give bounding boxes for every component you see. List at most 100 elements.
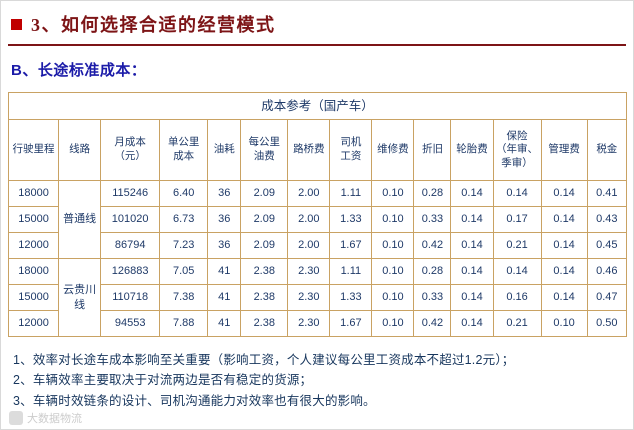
value-cell: 94553 <box>100 310 161 337</box>
value-cell: 2.09 <box>240 232 289 259</box>
note-line: 2、车辆效率主要取决于对流两边是否有稳定的货源； <box>13 373 313 388</box>
note-line: 3、车辆时效链条的设计、司机沟通能力对效率也有很大的影响。 <box>13 393 376 408</box>
column-header: 管理费 <box>540 119 588 181</box>
value-cell: 0.47 <box>586 284 628 311</box>
watermark-logo-icon <box>9 411 23 425</box>
value-cell: 1.11 <box>329 258 373 285</box>
column-header: 维修费 <box>371 119 415 181</box>
value-cell: 0.14 <box>492 180 542 207</box>
value-cell: 0.10 <box>371 258 415 285</box>
value-cell: 7.23 <box>159 232 209 259</box>
value-cell: 1.11 <box>329 180 373 207</box>
value-cell: 41 <box>207 310 242 337</box>
header-row: 行驶里程 线路 月成本 （元） 单公里 成本 油耗 每公里 油费 路桥费 司机 工资 维修费 折旧… <box>7 119 628 181</box>
column-header: 司机 工资 <box>329 119 373 181</box>
watermark-text: 大数据物流 <box>27 413 82 425</box>
value-cell: 0.41 <box>586 180 628 207</box>
table-row: 12000 86794 7.23 36 2.09 2.00 1.67 0.10 0.42 0.14… <box>7 232 628 259</box>
value-cell: 2.09 <box>240 180 289 207</box>
value-cell: 0.10 <box>371 206 415 233</box>
value-cell: 0.14 <box>540 258 588 285</box>
value-cell: 0.46 <box>586 258 628 285</box>
value-cell: 0.28 <box>413 258 452 285</box>
mileage-cell: 15000 <box>7 284 60 311</box>
column-header: 单公里 成本 <box>159 119 209 181</box>
value-cell: 0.10 <box>540 310 588 337</box>
value-cell: 0.14 <box>540 232 588 259</box>
value-cell: 0.14 <box>450 232 494 259</box>
value-cell: 0.10 <box>371 232 415 259</box>
value-cell: 0.42 <box>413 232 452 259</box>
value-cell: 1.33 <box>329 284 373 311</box>
table-row: 15000 101020 6.73 36 2.09 2.00 1.33 0.10 0.33 0.1… <box>7 206 628 233</box>
value-cell: 7.05 <box>159 258 209 285</box>
table-row: 12000 94553 7.88 41 2.38 2.30 1.67 0.10 0.42 0.14… <box>7 310 628 337</box>
column-header: 线路 <box>58 119 102 181</box>
value-cell: 0.33 <box>413 284 452 311</box>
watermark: 大数据物流 <box>9 410 82 426</box>
value-cell: 36 <box>207 180 242 207</box>
column-header: 每公里 油费 <box>240 119 289 181</box>
value-cell: 0.14 <box>450 180 494 207</box>
notes: 1、效率对长途车成本影响至关重要（影响工资，个人建议每公里工资成本不超过1.2元… <box>13 350 626 411</box>
value-cell: 0.42 <box>413 310 452 337</box>
mileage-cell: 12000 <box>7 232 60 259</box>
value-cell: 0.10 <box>371 180 415 207</box>
page-title: 3、如何选择合适的经营模式 <box>31 15 276 35</box>
value-cell: 1.67 <box>329 310 373 337</box>
table-body: 18000 普通线 115246 6.40 36 2.09 2.00 1.11 0.10 0.28… <box>7 180 628 337</box>
column-header: 月成本 （元） <box>100 119 161 181</box>
value-cell: 0.14 <box>450 284 494 311</box>
value-cell: 0.14 <box>540 180 588 207</box>
mileage-cell: 18000 <box>7 258 60 285</box>
value-cell: 0.10 <box>371 310 415 337</box>
cost-table: 成本参考（国产车） 行驶里程 线路 月成本 （元） 单公里 成本 油耗 每公里 油费 路桥费… <box>7 92 628 337</box>
value-cell: 7.88 <box>159 310 209 337</box>
value-cell: 2.30 <box>287 310 331 337</box>
value-cell: 2.30 <box>287 258 331 285</box>
value-cell: 0.16 <box>492 284 542 311</box>
value-cell: 2.00 <box>287 232 331 259</box>
value-cell: 0.14 <box>492 258 542 285</box>
mileage-cell: 12000 <box>7 310 60 337</box>
value-cell: 41 <box>207 284 242 311</box>
value-cell: 0.14 <box>450 206 494 233</box>
title-row: 3、如何选择合适的经营模式 <box>8 10 626 37</box>
value-cell: 0.21 <box>492 232 542 259</box>
value-cell: 2.30 <box>287 284 331 311</box>
title-underline <box>8 44 626 46</box>
value-cell: 0.17 <box>492 206 542 233</box>
table-row: 18000 云贵川线 126883 7.05 41 2.38 2.30 1.11 0.10 0.2… <box>7 258 628 337</box>
value-cell: 36 <box>207 232 242 259</box>
value-cell: 0.43 <box>586 206 628 233</box>
red-square-bullet-icon <box>11 18 22 30</box>
value-cell: 2.09 <box>240 206 289 233</box>
value-cell: 2.38 <box>240 310 289 337</box>
value-cell: 0.14 <box>450 258 494 285</box>
value-cell: 110718 <box>100 284 161 311</box>
column-header: 保险 （年审、 季审） <box>492 119 542 181</box>
value-cell: 101020 <box>100 206 161 233</box>
mileage-cell: 15000 <box>7 206 60 233</box>
value-cell: 2.38 <box>240 284 289 311</box>
mileage-cell: 18000 <box>7 180 60 207</box>
value-cell: 0.45 <box>586 232 628 259</box>
value-cell: 2.00 <box>287 180 331 207</box>
value-cell: 6.73 <box>159 206 209 233</box>
value-cell: 0.21 <box>492 310 542 337</box>
value-cell: 1.33 <box>329 206 373 233</box>
value-cell: 36 <box>207 206 242 233</box>
value-cell: 0.10 <box>371 284 415 311</box>
value-cell: 0.14 <box>540 206 588 233</box>
column-header: 轮胎费 <box>450 119 494 181</box>
caption-row: 成本参考（国产车） <box>8 92 627 120</box>
column-header: 行驶里程 <box>7 119 60 181</box>
table-caption: 成本参考（国产车） <box>8 92 627 120</box>
value-cell: 0.33 <box>413 206 452 233</box>
column-header: 折旧 <box>413 119 452 181</box>
table-row: 15000 110718 7.38 41 2.38 2.30 1.33 0.10 0.33 0.1… <box>7 284 628 311</box>
column-header: 路桥费 <box>287 119 331 181</box>
line-cell: 云贵川线 <box>58 258 102 337</box>
value-cell: 0.50 <box>586 310 628 337</box>
